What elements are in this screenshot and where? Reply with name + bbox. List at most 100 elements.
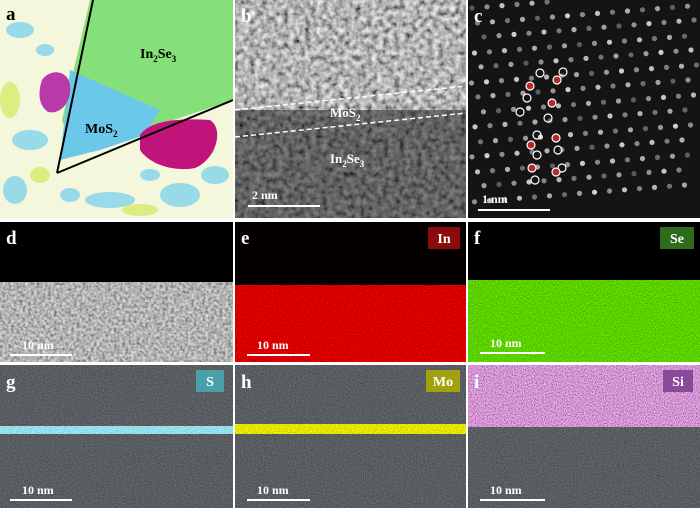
atom (516, 195, 523, 201)
formula-part: Se (347, 151, 360, 166)
atom (586, 174, 592, 180)
atom (642, 126, 649, 132)
panel-i: i Si 10 nm (468, 365, 700, 508)
atom (664, 138, 670, 144)
atom (612, 128, 619, 134)
in-marker (525, 81, 535, 91)
atom (507, 136, 514, 142)
atom (543, 74, 550, 80)
atom (504, 18, 511, 24)
atom (582, 130, 589, 136)
in-marker (547, 98, 557, 108)
element-label: In (437, 232, 450, 247)
atom (627, 127, 634, 133)
atom (679, 137, 685, 143)
formula-part: In (330, 151, 343, 166)
panel-letter: h (241, 372, 252, 393)
atom (519, 165, 526, 171)
atom (532, 119, 538, 125)
atom (522, 135, 529, 141)
atom (673, 48, 679, 54)
in-marker (551, 167, 561, 177)
element-map (235, 285, 466, 362)
atom (669, 153, 676, 159)
atom (573, 72, 580, 78)
atom (670, 78, 676, 84)
boundary-line (56, 0, 94, 174)
element-map (468, 280, 700, 362)
atom (636, 37, 643, 43)
annotation: MoS2 (330, 105, 361, 123)
atom (474, 20, 481, 26)
atom (610, 83, 616, 89)
atom (595, 84, 601, 90)
atom (619, 142, 625, 148)
formula-sub: 2 (342, 159, 347, 169)
atom (682, 107, 688, 113)
se-marker (522, 93, 532, 103)
atom (493, 63, 499, 69)
atom (592, 114, 598, 120)
scale-label: 10 nm (22, 483, 54, 497)
atom (508, 61, 514, 67)
atom (550, 88, 556, 94)
atom (613, 53, 619, 59)
in-marker (551, 133, 561, 143)
atom (544, 148, 550, 154)
atom (660, 94, 667, 100)
atom (658, 49, 664, 56)
atom (540, 104, 547, 110)
atom (591, 189, 598, 195)
atom (579, 160, 586, 166)
atom (567, 132, 574, 138)
panel-letter: c (474, 6, 482, 27)
pink-region (140, 119, 218, 170)
atom (568, 57, 574, 63)
atom (481, 183, 487, 189)
atom (588, 70, 595, 76)
scale-label: 10 nm (22, 338, 54, 352)
atom (514, 1, 520, 7)
formula-sub: 2 (356, 113, 361, 123)
annotation: In2Se3 (140, 47, 177, 64)
atom (561, 192, 568, 198)
atom (556, 177, 562, 183)
panel-g: g S 10 nm (0, 365, 233, 508)
atom (468, 80, 475, 86)
atom (546, 193, 553, 199)
atom (501, 48, 508, 54)
atom (633, 67, 640, 73)
annotation: In2Se3 (330, 151, 365, 169)
atom (549, 14, 556, 20)
atom (681, 182, 688, 188)
atom (553, 58, 559, 64)
atom (625, 82, 631, 88)
panel-letter: d (6, 228, 17, 249)
formula-sub: 2 (153, 54, 158, 64)
atom (483, 79, 490, 85)
panel-letter: i (474, 372, 479, 393)
atom (654, 6, 661, 12)
element-tag (663, 370, 693, 392)
atom (495, 108, 502, 114)
atom (571, 27, 577, 33)
panel-b: b MoS2 In2Se3 2 nm (234, 0, 467, 218)
atom (570, 102, 577, 108)
atom (675, 93, 682, 99)
panel-letter: f (474, 228, 481, 249)
atom (489, 19, 496, 25)
atom (609, 9, 616, 15)
atom (589, 144, 595, 150)
atom (499, 3, 505, 9)
element-label: Se (670, 232, 684, 247)
atom (618, 68, 625, 74)
atom (585, 100, 592, 106)
pink-region (39, 72, 71, 113)
atom (621, 187, 628, 193)
element-tag (196, 370, 224, 392)
panel-letter: a (6, 4, 16, 25)
element-label: Si (672, 375, 684, 390)
atom (564, 13, 571, 19)
formula-sub: 3 (172, 54, 177, 64)
se-marker (535, 68, 545, 78)
